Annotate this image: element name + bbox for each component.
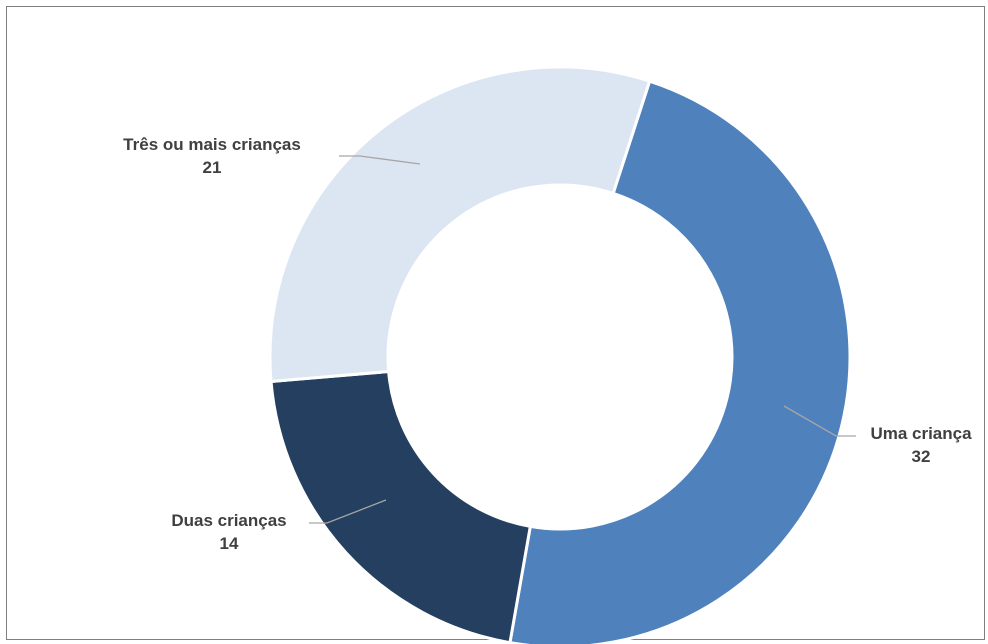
data-label-name-tres: Três ou mais crianças [123, 135, 301, 154]
donut-slice-tres [268, 65, 652, 384]
donut-slice-duas [269, 369, 533, 644]
slices-group [268, 65, 852, 644]
data-label-name-duas: Duas crianças [171, 511, 286, 530]
data-label-name-uma: Uma criança [870, 424, 972, 443]
leader-lines-group [309, 155, 856, 524]
donut-slice-uma [508, 79, 852, 644]
data-label-value-tres: 21 [203, 158, 222, 177]
data-label-value-duas: 14 [220, 534, 239, 553]
leader-line-tres [339, 155, 421, 165]
leader-line-uma [783, 405, 856, 437]
leader-line-duas [309, 499, 387, 524]
data-label-value-uma: 32 [912, 447, 931, 466]
data-labels-group: Uma criança 32 Duas crianças 14 Três ou … [123, 135, 972, 553]
